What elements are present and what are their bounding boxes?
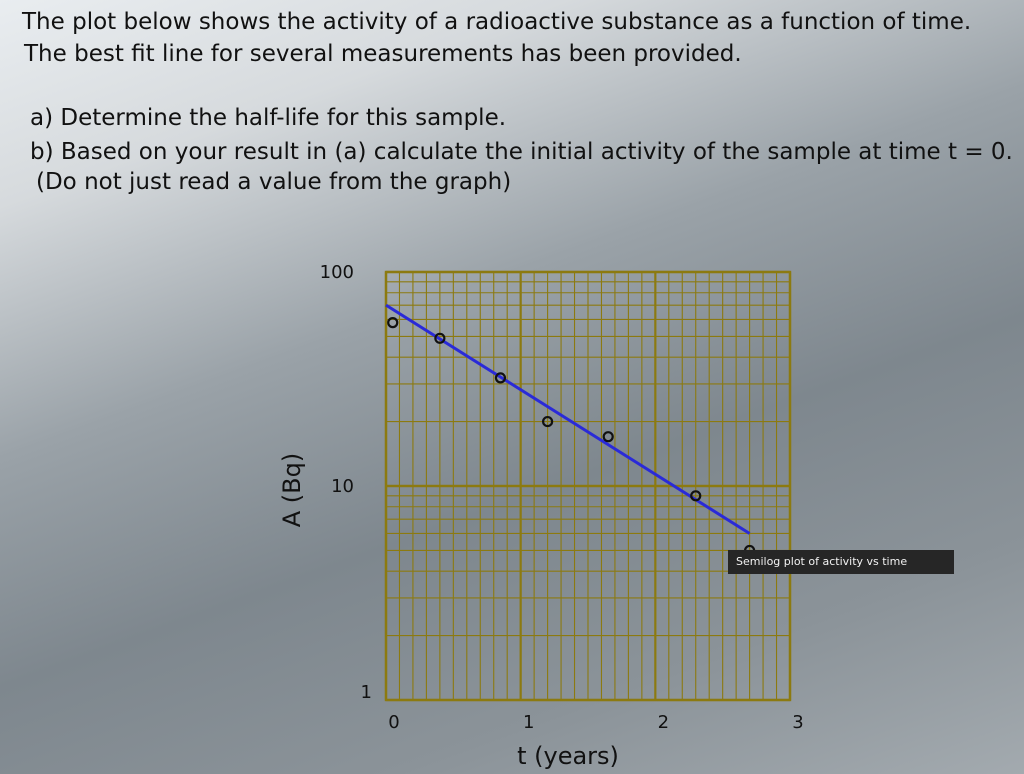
- y-tick-label: 1: [361, 682, 372, 703]
- data-point: [690, 490, 702, 502]
- best-fit-line: [385, 303, 751, 535]
- x-axis-label: t (years): [517, 742, 619, 770]
- tooltip: Semilog plot of activity vs time: [728, 550, 954, 574]
- y-axis-label: A (Bq): [278, 453, 306, 527]
- question-a: a) Determine the half-life for this samp…: [30, 105, 507, 131]
- plot-frame: [384, 270, 792, 702]
- problem-line-1: The plot below shows the activity of a r…: [22, 9, 972, 35]
- question-b: b) Based on your result in (a) calculate…: [30, 139, 1013, 165]
- data-point: [494, 372, 507, 384]
- y-tick-label: 100: [320, 262, 354, 283]
- x-tick-label: 3: [792, 712, 803, 733]
- data-point: [434, 332, 446, 344]
- fit-line-group: [385, 303, 751, 535]
- data-point: [541, 415, 554, 428]
- question-note: (Do not just read a value from the graph…: [36, 169, 512, 195]
- x-tick-label: 0: [388, 712, 399, 733]
- x-tick-label: 1: [523, 712, 534, 733]
- problem-line-2: The best fit line for several measuremen…: [24, 41, 742, 67]
- x-tick-label: 2: [658, 712, 669, 733]
- y-tick-label: 10: [331, 476, 354, 497]
- chart-axes: [384, 270, 792, 702]
- data-point: [602, 431, 614, 443]
- chart-grid: [384, 270, 792, 702]
- data-point: [387, 317, 399, 329]
